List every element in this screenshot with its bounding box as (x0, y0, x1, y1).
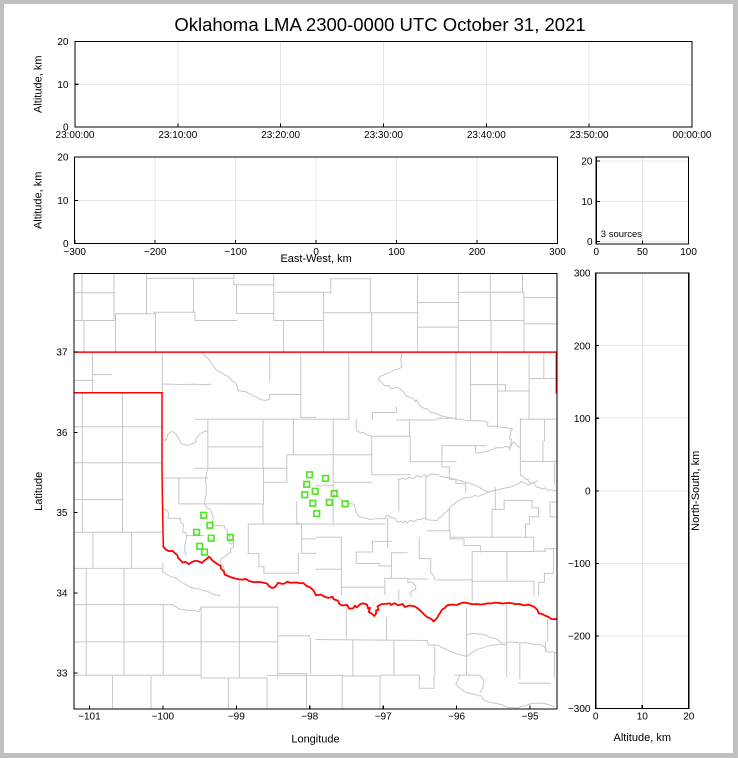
svg-text:10: 10 (57, 196, 69, 207)
svg-text:Altitude, km: Altitude, km (614, 732, 671, 744)
svg-text:23:00:00: 23:00:00 (56, 130, 95, 141)
svg-text:3 sources: 3 sources (601, 229, 642, 240)
svg-text:300: 300 (549, 247, 566, 258)
svg-text:20: 20 (57, 153, 69, 164)
svg-text:−100: −100 (152, 712, 175, 723)
svg-text:0: 0 (585, 486, 591, 497)
svg-text:−96: −96 (448, 712, 465, 723)
svg-text:100: 100 (388, 247, 405, 258)
svg-text:0: 0 (587, 237, 593, 248)
svg-text:0: 0 (593, 712, 599, 723)
svg-text:−100: −100 (224, 247, 247, 258)
svg-text:North-South, km: North-South, km (690, 451, 702, 531)
svg-text:0: 0 (594, 247, 600, 258)
svg-text:23:20:00: 23:20:00 (261, 130, 300, 141)
svg-text:Longitude: Longitude (291, 734, 339, 746)
svg-text:0: 0 (63, 239, 69, 250)
svg-text:20: 20 (57, 37, 69, 48)
svg-text:23:30:00: 23:30:00 (364, 130, 403, 141)
svg-text:−99: −99 (228, 712, 245, 723)
svg-text:−200: −200 (144, 247, 167, 258)
svg-text:10: 10 (57, 80, 69, 91)
svg-text:Altitude, km: Altitude, km (33, 172, 45, 229)
svg-text:Altitude, km: Altitude, km (33, 56, 45, 113)
svg-text:10: 10 (581, 197, 593, 208)
svg-text:50: 50 (637, 247, 649, 258)
svg-text:00:00:00: 00:00:00 (673, 130, 712, 141)
svg-text:23:50:00: 23:50:00 (570, 130, 609, 141)
svg-text:−101: −101 (78, 712, 101, 723)
svg-text:Oklahoma LMA 2300-0000 UTC Oct: Oklahoma LMA 2300-0000 UTC October 31, 2… (174, 14, 585, 35)
svg-text:33: 33 (56, 669, 68, 680)
svg-text:−300: −300 (63, 247, 86, 258)
svg-text:20: 20 (683, 712, 695, 723)
svg-text:200: 200 (574, 341, 591, 352)
svg-text:100: 100 (574, 414, 591, 425)
svg-text:200: 200 (469, 247, 486, 258)
svg-text:36: 36 (56, 428, 68, 439)
svg-text:−97: −97 (375, 712, 392, 723)
svg-text:−100: −100 (568, 559, 591, 570)
svg-text:34: 34 (56, 588, 68, 599)
svg-text:−300: −300 (568, 704, 591, 715)
svg-text:10: 10 (637, 712, 649, 723)
svg-text:37: 37 (56, 348, 68, 359)
svg-text:23:40:00: 23:40:00 (467, 130, 506, 141)
svg-text:23:10:00: 23:10:00 (158, 130, 197, 141)
svg-text:300: 300 (574, 269, 591, 280)
svg-text:20: 20 (581, 157, 593, 168)
svg-text:35: 35 (56, 508, 68, 519)
svg-text:Latitude: Latitude (33, 472, 45, 511)
svg-text:0: 0 (313, 247, 319, 258)
svg-text:East-West, km: East-West, km (280, 253, 351, 265)
svg-text:0: 0 (63, 123, 69, 134)
svg-text:−95: −95 (522, 712, 539, 723)
svg-text:100: 100 (680, 247, 697, 258)
svg-text:−98: −98 (301, 712, 318, 723)
svg-text:−200: −200 (568, 632, 591, 643)
